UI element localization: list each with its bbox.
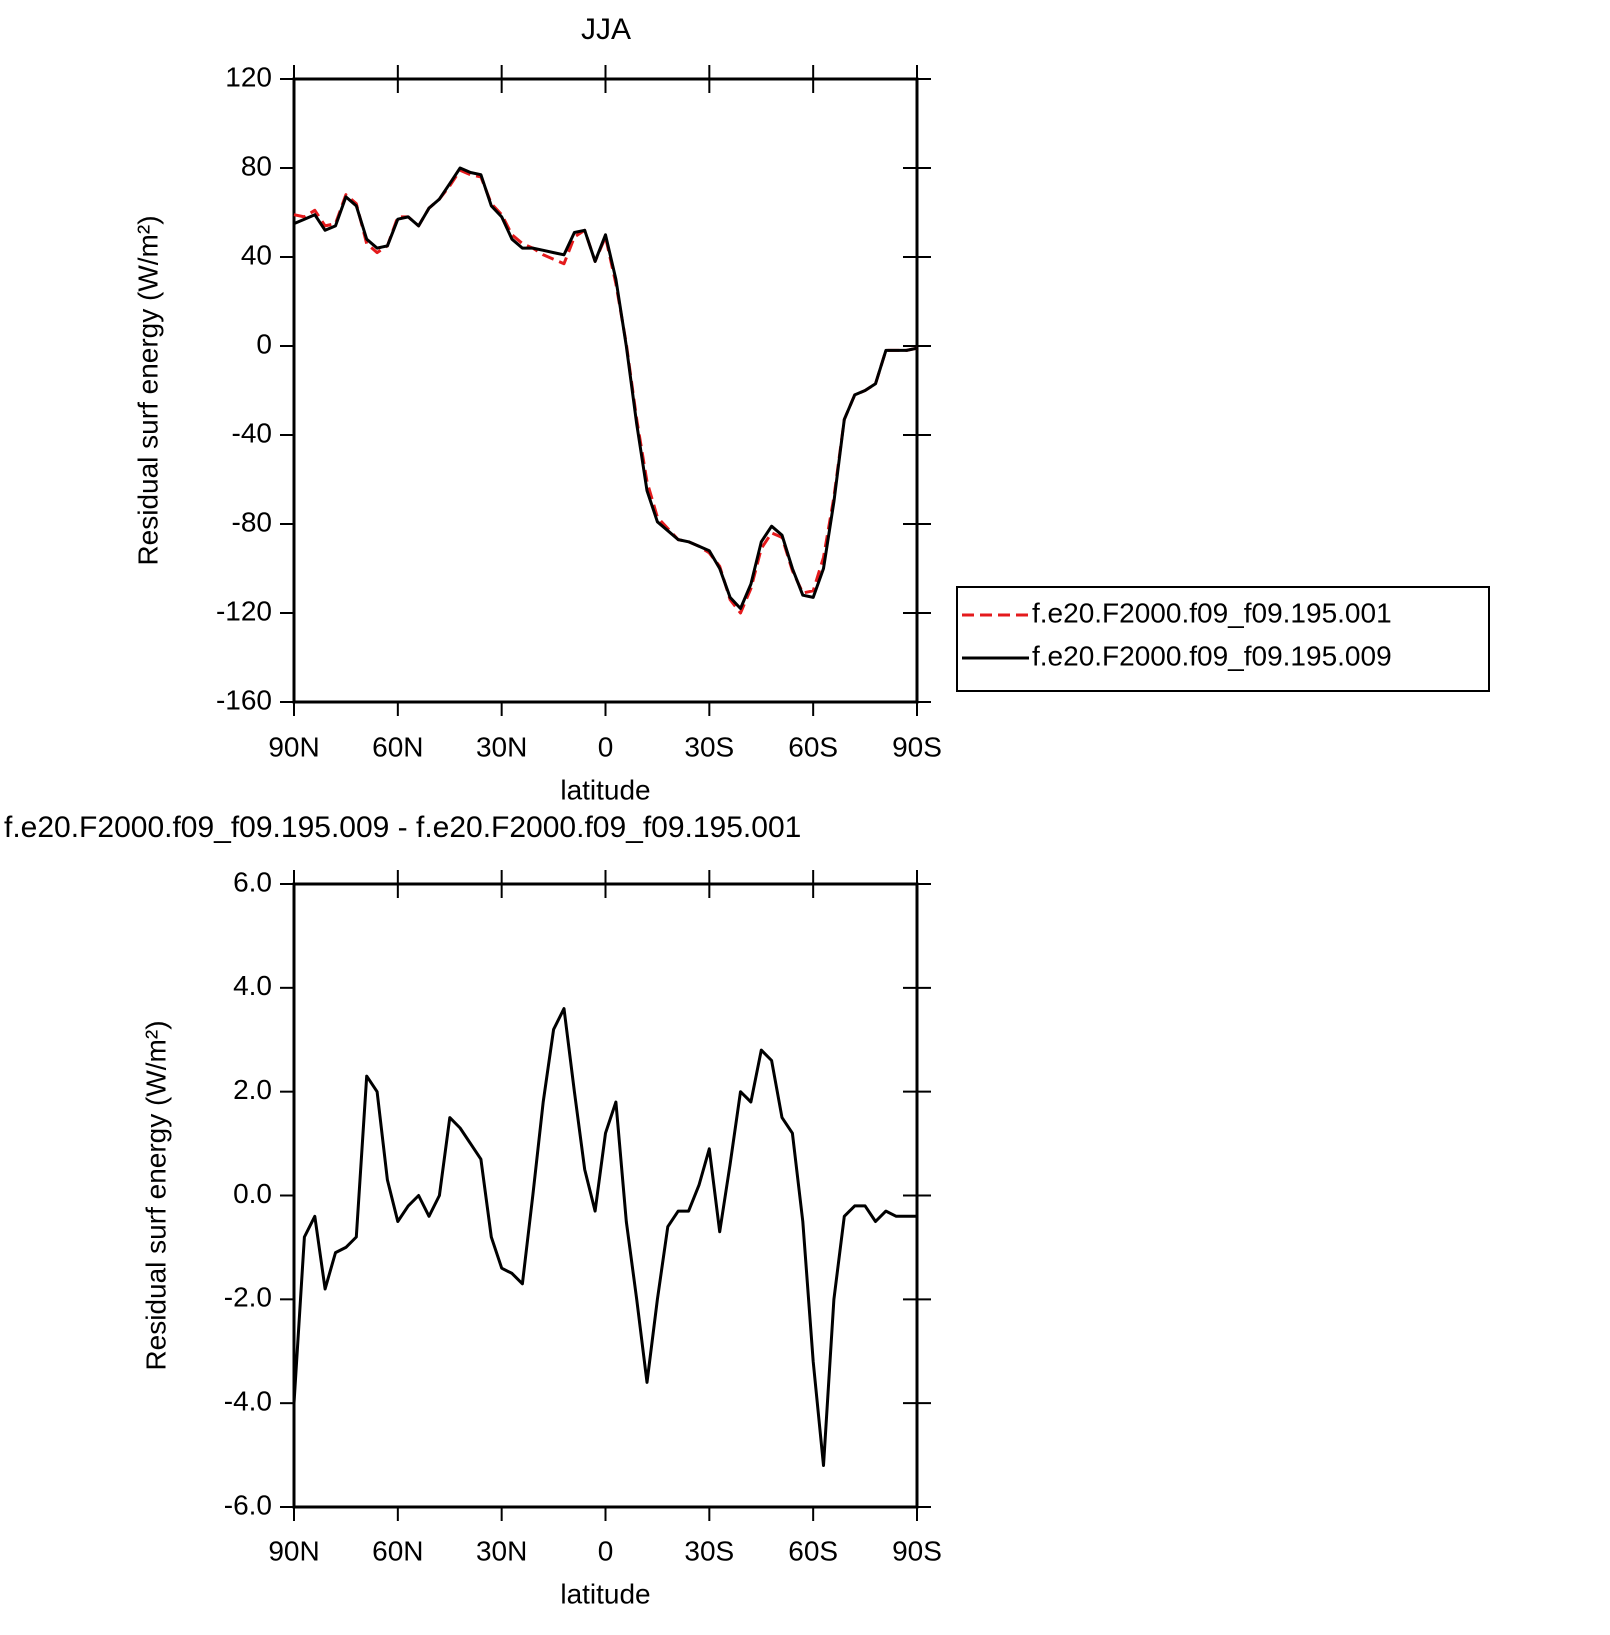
y-tick-label: 80 xyxy=(241,150,272,181)
y-tick-label: 0 xyxy=(256,328,272,359)
data-line xyxy=(292,1007,917,1467)
y-tick-label: 4.0 xyxy=(233,970,272,1001)
plot-frame xyxy=(292,77,919,704)
x-tick-label: 30N xyxy=(476,731,527,762)
y-tick-label: 40 xyxy=(241,239,272,270)
x-axis-label: latitude xyxy=(560,1578,650,1609)
y-axis-label: Residual surf energy (W/m²) xyxy=(140,1020,171,1370)
y-tick-label: 0.0 xyxy=(233,1178,272,1209)
y-tick-label: -4.0 xyxy=(224,1386,272,1417)
x-tick-label: 30N xyxy=(476,1535,527,1566)
data-line xyxy=(293,166,918,610)
x-tick-label: 60N xyxy=(372,731,423,762)
x-tick-label: 90N xyxy=(268,1535,319,1566)
x-tick-label: 0 xyxy=(598,731,614,762)
x-tick-label: 60N xyxy=(372,1535,423,1566)
y-tick-label: -80 xyxy=(232,506,272,537)
y-tick-label: 120 xyxy=(225,61,272,92)
y-tick-label: -6.0 xyxy=(224,1489,272,1520)
x-tick-label: 90S xyxy=(892,1535,942,1566)
y-tick-label: -160 xyxy=(216,684,272,715)
chart-title: f.e20.F2000.f09_f09.195.009 - f.e20.F200… xyxy=(4,811,801,844)
x-tick-label: 30S xyxy=(684,731,734,762)
x-tick-label: 0 xyxy=(598,1535,614,1566)
chart-title: JJA xyxy=(581,13,631,46)
x-tick-label: 90S xyxy=(892,731,942,762)
x-tick-label: 30S xyxy=(684,1535,734,1566)
y-axis-label: Residual surf energy (W/m²) xyxy=(132,215,163,565)
y-tick-label: -40 xyxy=(232,417,272,448)
legend-box xyxy=(956,586,1490,692)
y-tick-label: 6.0 xyxy=(233,866,272,897)
x-axis-label: latitude xyxy=(560,774,650,805)
y-tick-label: -120 xyxy=(216,595,272,626)
y-tick-label: 2.0 xyxy=(233,1074,272,1105)
y-tick-label: -2.0 xyxy=(224,1282,272,1313)
x-tick-label: 60S xyxy=(788,731,838,762)
x-tick-label: 60S xyxy=(788,1535,838,1566)
x-tick-label: 90N xyxy=(268,731,319,762)
legend-label: f.e20.F2000.f09_f09.195.001 xyxy=(1032,597,1392,628)
legend-label: f.e20.F2000.f09_f09.195.009 xyxy=(1032,640,1392,671)
data-line xyxy=(293,168,918,615)
plot-frame xyxy=(292,882,919,1509)
